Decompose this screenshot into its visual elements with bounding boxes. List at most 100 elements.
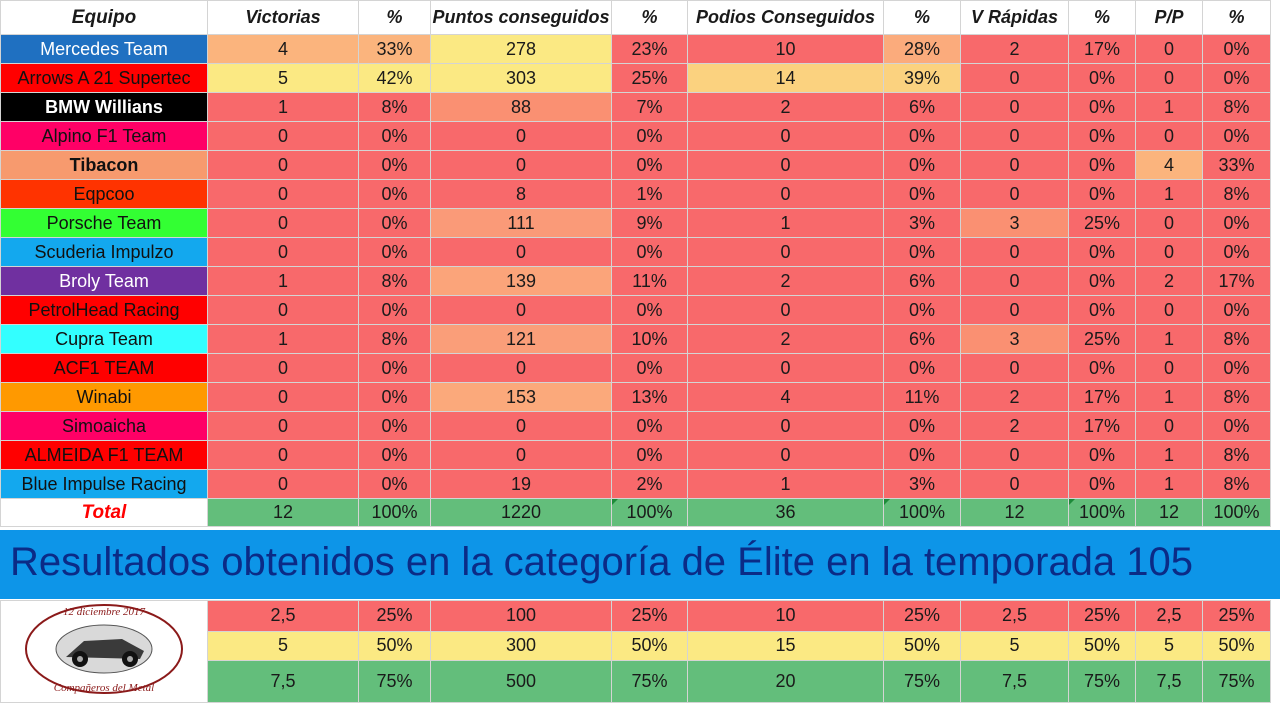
threshold-cell[interactable]: 2,5 — [960, 600, 1069, 632]
data-cell[interactable]: 10 — [687, 34, 884, 64]
data-cell[interactable]: 3 — [960, 324, 1069, 354]
data-cell[interactable]: 17% — [1068, 382, 1136, 412]
data-cell[interactable]: 0% — [1202, 208, 1271, 238]
header-equipo[interactable]: Equipo — [0, 0, 208, 35]
team-name-cell[interactable]: Porsche Team — [0, 208, 208, 238]
data-cell[interactable]: 121 — [430, 324, 612, 354]
total-cell[interactable]: 100% — [611, 498, 688, 527]
data-cell[interactable]: 0% — [358, 411, 431, 441]
data-cell[interactable]: 0% — [358, 353, 431, 383]
data-cell[interactable]: 1 — [1135, 382, 1203, 412]
data-cell[interactable]: 17% — [1202, 266, 1271, 296]
data-cell[interactable]: 0 — [960, 440, 1069, 470]
team-name-cell[interactable]: Broly Team — [0, 266, 208, 296]
header-cell[interactable]: % — [611, 0, 688, 35]
data-cell[interactable]: 0 — [1135, 237, 1203, 267]
data-cell[interactable]: 0% — [883, 237, 961, 267]
data-cell[interactable]: 2% — [611, 469, 688, 499]
threshold-cell[interactable]: 75% — [1202, 660, 1271, 703]
data-cell[interactable]: 0% — [358, 295, 431, 325]
team-name-cell[interactable]: Arrows A 21 Supertec — [0, 63, 208, 93]
data-cell[interactable]: 0 — [207, 295, 359, 325]
data-cell[interactable]: 8% — [1202, 440, 1271, 470]
header-cell[interactable]: Victorias — [207, 0, 359, 35]
data-cell[interactable]: 14 — [687, 63, 884, 93]
total-cell[interactable]: 100% — [1068, 498, 1136, 527]
data-cell[interactable]: 5 — [207, 63, 359, 93]
total-cell[interactable]: 12 — [207, 498, 359, 527]
data-cell[interactable]: 0 — [1135, 295, 1203, 325]
data-cell[interactable]: 25% — [1068, 208, 1136, 238]
data-cell[interactable]: 33% — [358, 34, 431, 64]
data-cell[interactable]: 0% — [1068, 92, 1136, 122]
data-cell[interactable]: 0% — [1202, 34, 1271, 64]
data-cell[interactable]: 0 — [960, 121, 1069, 151]
data-cell[interactable]: 9% — [611, 208, 688, 238]
data-cell[interactable]: 0 — [430, 150, 612, 180]
data-cell[interactable]: 19 — [430, 469, 612, 499]
data-cell[interactable]: 0 — [960, 237, 1069, 267]
data-cell[interactable]: 0 — [1135, 121, 1203, 151]
data-cell[interactable]: 0% — [358, 121, 431, 151]
data-cell[interactable]: 0 — [960, 150, 1069, 180]
data-cell[interactable]: 0% — [358, 208, 431, 238]
data-cell[interactable]: 8% — [1202, 382, 1271, 412]
data-cell[interactable]: 0% — [1068, 179, 1136, 209]
data-cell[interactable]: 0% — [1202, 121, 1271, 151]
data-cell[interactable]: 0% — [358, 237, 431, 267]
team-name-cell[interactable]: Eqpcoo — [0, 179, 208, 209]
data-cell[interactable]: 1 — [1135, 440, 1203, 470]
data-cell[interactable]: 0% — [883, 295, 961, 325]
data-cell[interactable]: 0% — [1068, 121, 1136, 151]
data-cell[interactable]: 1 — [1135, 324, 1203, 354]
total-label[interactable]: Total — [0, 498, 208, 527]
data-cell[interactable]: 0% — [1068, 295, 1136, 325]
data-cell[interactable]: 0 — [207, 179, 359, 209]
data-cell[interactable]: 8% — [358, 92, 431, 122]
threshold-cell[interactable]: 50% — [358, 630, 431, 662]
team-name-cell[interactable]: PetrolHead Racing — [0, 295, 208, 325]
data-cell[interactable]: 0% — [1202, 353, 1271, 383]
data-cell[interactable]: 0% — [1202, 63, 1271, 93]
data-cell[interactable]: 13% — [611, 382, 688, 412]
data-cell[interactable]: 0 — [207, 411, 359, 441]
data-cell[interactable]: 0 — [687, 237, 884, 267]
data-cell[interactable]: 1 — [687, 208, 884, 238]
data-cell[interactable]: 1 — [207, 324, 359, 354]
threshold-cell[interactable]: 300 — [430, 630, 612, 662]
data-cell[interactable]: 0% — [358, 469, 431, 499]
data-cell[interactable]: 6% — [883, 266, 961, 296]
threshold-cell[interactable]: 25% — [1068, 600, 1136, 632]
threshold-cell[interactable]: 7,5 — [207, 660, 359, 703]
data-cell[interactable]: 0 — [430, 237, 612, 267]
data-cell[interactable]: 28% — [883, 34, 961, 64]
threshold-cell[interactable]: 100 — [430, 600, 612, 632]
data-cell[interactable]: 1 — [687, 469, 884, 499]
data-cell[interactable]: 0 — [1135, 63, 1203, 93]
data-cell[interactable]: 0 — [960, 266, 1069, 296]
data-cell[interactable]: 0% — [883, 121, 961, 151]
data-cell[interactable]: 0 — [207, 237, 359, 267]
data-cell[interactable]: 1 — [207, 266, 359, 296]
data-cell[interactable]: 39% — [883, 63, 961, 93]
data-cell[interactable]: 0% — [883, 179, 961, 209]
team-name-cell[interactable]: Simoaicha — [0, 411, 208, 441]
data-cell[interactable]: 0% — [1202, 237, 1271, 267]
data-cell[interactable]: 4 — [207, 34, 359, 64]
data-cell[interactable]: 3% — [883, 469, 961, 499]
data-cell[interactable]: 17% — [1068, 34, 1136, 64]
data-cell[interactable]: 0 — [207, 382, 359, 412]
threshold-cell[interactable]: 5 — [1135, 630, 1203, 662]
data-cell[interactable]: 0 — [687, 440, 884, 470]
data-cell[interactable]: 139 — [430, 266, 612, 296]
threshold-cell[interactable]: 25% — [611, 600, 688, 632]
threshold-cell[interactable]: 5 — [960, 630, 1069, 662]
data-cell[interactable]: 0% — [1068, 63, 1136, 93]
data-cell[interactable]: 0 — [1135, 208, 1203, 238]
data-cell[interactable]: 8% — [1202, 469, 1271, 499]
data-cell[interactable]: 0 — [687, 179, 884, 209]
threshold-cell[interactable]: 50% — [1202, 630, 1271, 662]
threshold-cell[interactable]: 10 — [687, 600, 884, 632]
data-cell[interactable]: 0 — [960, 92, 1069, 122]
data-cell[interactable]: 3% — [883, 208, 961, 238]
